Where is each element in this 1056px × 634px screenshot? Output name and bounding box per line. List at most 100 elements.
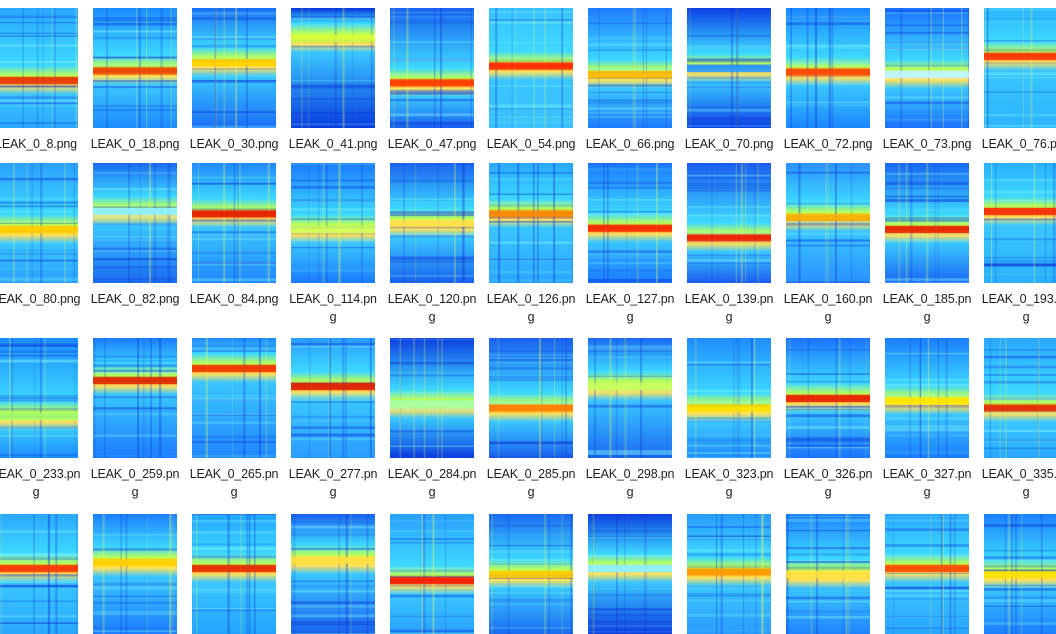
spectrogram-thumbnail[interactable] — [588, 514, 672, 634]
spectrogram-thumbnail[interactable] — [489, 514, 573, 634]
spectrogram-thumbnail[interactable] — [885, 514, 969, 634]
file-name-label: LEAK_0_327.png — [882, 465, 972, 501]
spectrogram-thumbnail[interactable] — [687, 163, 771, 283]
file-tile[interactable]: LEAK_0_82.png — [90, 163, 180, 308]
file-tile[interactable] — [189, 514, 279, 634]
file-tile[interactable]: LEAK_0_30.png — [189, 8, 279, 153]
spectrogram-thumbnail[interactable] — [984, 8, 1056, 128]
file-tile[interactable]: LEAK_0_327.png — [882, 338, 972, 501]
spectrogram-thumbnail[interactable] — [93, 338, 177, 458]
file-name-label: LEAK_0_185.png — [882, 290, 972, 326]
file-tile[interactable]: LEAK_0_185.png — [882, 163, 972, 326]
file-name-label: LEAK_0_335.png — [981, 465, 1056, 501]
file-tile[interactable]: LEAK_0_8.png — [0, 8, 81, 153]
file-tile[interactable]: LEAK_0_76.png — [981, 8, 1056, 153]
spectrogram-thumbnail[interactable] — [390, 163, 474, 283]
file-name-label: LEAK_0_127.png — [585, 290, 675, 326]
spectrogram-thumbnail[interactable] — [93, 163, 177, 283]
file-tile[interactable]: LEAK_0_127.png — [585, 163, 675, 326]
spectrogram-thumbnail[interactable] — [0, 8, 78, 128]
file-tile[interactable]: LEAK_0_323.png — [684, 338, 774, 501]
file-tile[interactable] — [783, 514, 873, 634]
spectrogram-thumbnail[interactable] — [291, 338, 375, 458]
file-tile[interactable] — [387, 514, 477, 634]
spectrogram-thumbnail[interactable] — [588, 163, 672, 283]
spectrogram-thumbnail[interactable] — [885, 338, 969, 458]
spectrogram-thumbnail[interactable] — [93, 8, 177, 128]
spectrogram-thumbnail[interactable] — [0, 338, 78, 458]
spectrogram-thumbnail[interactable] — [489, 8, 573, 128]
file-tile[interactable]: LEAK_0_73.png — [882, 8, 972, 153]
spectrogram-thumbnail[interactable] — [984, 514, 1056, 634]
file-tile[interactable]: LEAK_0_298.png — [585, 338, 675, 501]
file-name-label: LEAK_0_298.png — [585, 465, 675, 501]
spectrogram-thumbnail[interactable] — [786, 163, 870, 283]
spectrogram-thumbnail[interactable] — [786, 338, 870, 458]
file-name-label: LEAK_0_66.png — [585, 135, 675, 153]
file-tile[interactable] — [486, 514, 576, 634]
spectrogram-thumbnail[interactable] — [687, 8, 771, 128]
spectrogram-thumbnail[interactable] — [984, 338, 1056, 458]
spectrogram-thumbnail[interactable] — [291, 514, 375, 634]
spectrogram-thumbnail[interactable] — [192, 514, 276, 634]
spectrogram-thumbnail[interactable] — [192, 8, 276, 128]
file-name-label: LEAK_0_277.png — [288, 465, 378, 501]
file-tile[interactable]: LEAK_0_120.png — [387, 163, 477, 326]
spectrogram-thumbnail[interactable] — [687, 514, 771, 634]
spectrogram-thumbnail[interactable] — [885, 8, 969, 128]
spectrogram-thumbnail[interactable] — [786, 514, 870, 634]
file-name-label: LEAK_0_82.png — [90, 290, 180, 308]
spectrogram-thumbnail[interactable] — [687, 338, 771, 458]
spectrogram-thumbnail[interactable] — [291, 163, 375, 283]
file-name-label: LEAK_0_114.png — [288, 290, 378, 326]
file-tile[interactable] — [882, 514, 972, 634]
file-tile[interactable]: LEAK_0_47.png — [387, 8, 477, 153]
file-tile[interactable] — [981, 514, 1056, 634]
file-tile[interactable] — [288, 514, 378, 634]
spectrogram-thumbnail[interactable] — [489, 338, 573, 458]
file-tile[interactable]: LEAK_0_193.png — [981, 163, 1056, 326]
spectrogram-thumbnail[interactable] — [390, 8, 474, 128]
spectrogram-thumbnail[interactable] — [588, 338, 672, 458]
file-tile[interactable] — [585, 514, 675, 634]
spectrogram-thumbnail[interactable] — [786, 8, 870, 128]
file-tile[interactable]: LEAK_0_265.png — [189, 338, 279, 501]
file-tile[interactable]: LEAK_0_54.png — [486, 8, 576, 153]
spectrogram-thumbnail[interactable] — [489, 163, 573, 283]
file-tile[interactable]: LEAK_0_72.png — [783, 8, 873, 153]
spectrogram-thumbnail[interactable] — [93, 514, 177, 634]
spectrogram-thumbnail[interactable] — [192, 338, 276, 458]
spectrogram-thumbnail[interactable] — [885, 163, 969, 283]
spectrogram-thumbnail[interactable] — [0, 163, 78, 283]
file-tile[interactable]: LEAK_0_233.png — [0, 338, 81, 501]
file-tile[interactable]: LEAK_0_41.png — [288, 8, 378, 153]
spectrogram-thumbnail[interactable] — [390, 514, 474, 634]
file-tile[interactable]: LEAK_0_66.png — [585, 8, 675, 153]
file-tile[interactable]: LEAK_0_139.png — [684, 163, 774, 326]
file-tile[interactable] — [90, 514, 180, 634]
file-tile[interactable] — [684, 514, 774, 634]
spectrogram-thumbnail[interactable] — [291, 8, 375, 128]
file-tile[interactable]: LEAK_0_259.png — [90, 338, 180, 501]
file-name-label: LEAK_0_120.png — [387, 290, 477, 326]
file-tile[interactable]: LEAK_0_18.png — [90, 8, 180, 153]
file-tile[interactable]: LEAK_0_84.png — [189, 163, 279, 308]
file-tile[interactable]: LEAK_0_70.png — [684, 8, 774, 153]
file-tile[interactable]: LEAK_0_284.png — [387, 338, 477, 501]
spectrogram-thumbnail[interactable] — [390, 338, 474, 458]
file-tile[interactable]: LEAK_0_277.png — [288, 338, 378, 501]
spectrogram-thumbnail[interactable] — [984, 163, 1056, 283]
spectrogram-thumbnail[interactable] — [192, 163, 276, 283]
spectrogram-thumbnail[interactable] — [588, 8, 672, 128]
file-name-label: LEAK_0_72.png — [783, 135, 873, 153]
file-name-label: LEAK_0_126.png — [486, 290, 576, 326]
file-tile[interactable]: LEAK_0_80.png — [0, 163, 81, 308]
file-tile[interactable]: LEAK_0_160.png — [783, 163, 873, 326]
file-tile[interactable]: LEAK_0_114.png — [288, 163, 378, 326]
file-tile[interactable] — [0, 514, 81, 634]
file-tile[interactable]: LEAK_0_335.png — [981, 338, 1056, 501]
spectrogram-thumbnail[interactable] — [0, 514, 78, 634]
file-tile[interactable]: LEAK_0_126.png — [486, 163, 576, 326]
file-tile[interactable]: LEAK_0_326.png — [783, 338, 873, 501]
file-tile[interactable]: LEAK_0_285.png — [486, 338, 576, 501]
